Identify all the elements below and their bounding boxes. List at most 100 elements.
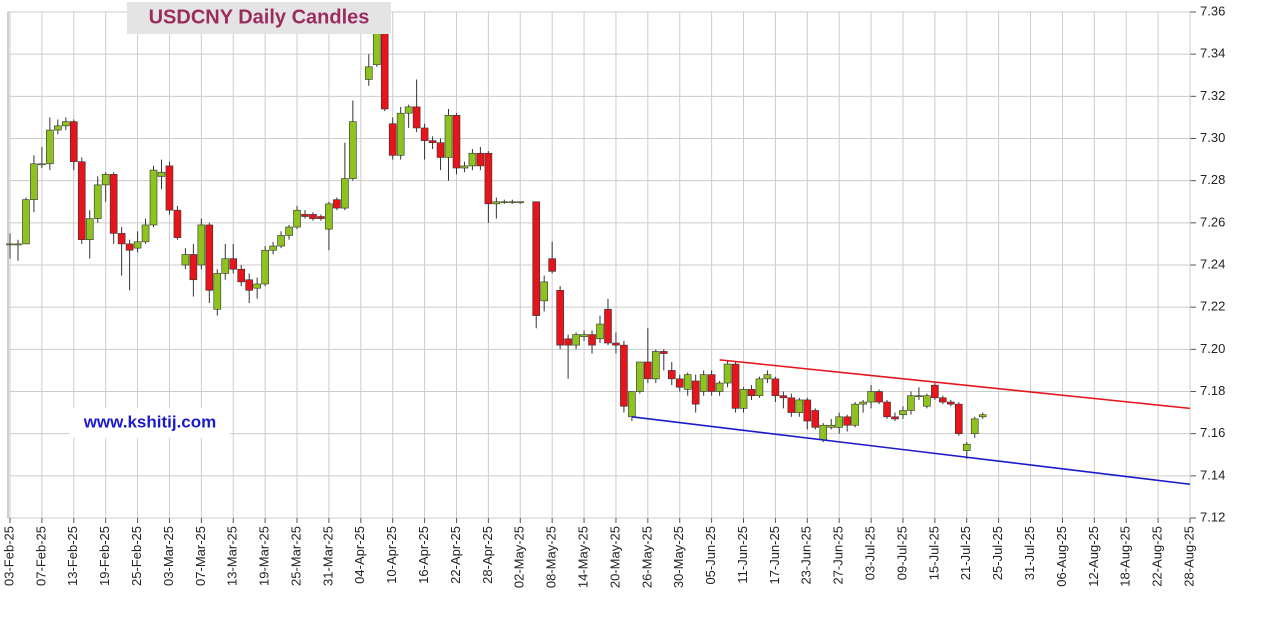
- x-tick-label: 31-Jul-25: [1022, 526, 1037, 580]
- y-tick-label: 7.34: [1200, 46, 1225, 61]
- candle-body: [667, 370, 676, 380]
- candle-body: [189, 254, 198, 281]
- candle-body: [556, 289, 564, 346]
- y-tick-label: 7.12: [1200, 509, 1225, 524]
- candle-body: [436, 142, 445, 158]
- candle-body: [907, 395, 915, 411]
- candle-body: [564, 338, 572, 346]
- x-tick-label: 27-Jun-25: [831, 526, 846, 585]
- candle-body: [149, 169, 158, 226]
- candle-body: [939, 397, 947, 403]
- candle-body: [364, 66, 373, 80]
- candle-body: [269, 245, 277, 251]
- x-tick-label: 17-Jun-25: [767, 526, 782, 585]
- x-tick-label: 14-May-25: [575, 526, 590, 588]
- x-tick-label: 25-Feb-25: [129, 526, 144, 586]
- candle-body: [970, 418, 979, 434]
- chart-title: USDCNY Daily Candles: [149, 6, 370, 28]
- x-tick-label: 07-Mar-25: [193, 526, 208, 586]
- candle-body: [197, 224, 206, 266]
- candle-body: [500, 201, 509, 204]
- candle-body: [851, 403, 859, 426]
- candle-body: [237, 268, 246, 283]
- candle-body: [492, 201, 501, 205]
- candle-body: [341, 178, 349, 209]
- y-tick-label: 7.28: [1200, 172, 1225, 187]
- x-tick-label: 22-Aug-25: [1150, 526, 1165, 587]
- candle-body: [819, 424, 828, 441]
- candle-body: [644, 361, 652, 380]
- candle-body: [157, 171, 166, 177]
- candle-body: [420, 127, 429, 141]
- candle-body: [46, 129, 54, 165]
- candle-body: [628, 391, 636, 418]
- candle-body: [779, 395, 788, 399]
- candle-body: [22, 199, 30, 245]
- candle-body: [141, 224, 150, 243]
- candle-body: [683, 374, 692, 390]
- candle-body: [181, 254, 190, 266]
- candle-body: [125, 243, 134, 251]
- candle-body: [293, 209, 301, 228]
- x-tick-label: 05-Jun-25: [703, 526, 718, 585]
- candle-body: [731, 363, 740, 409]
- x-tick-label: 04-Apr-25: [352, 526, 367, 584]
- candle-body: [604, 308, 612, 344]
- x-tick-label: 03-Jul-25: [863, 526, 878, 580]
- candle-body: [213, 273, 222, 310]
- candle-body: [620, 344, 628, 407]
- x-tick-label: 07-Feb-25: [33, 526, 48, 586]
- candle-body: [277, 235, 285, 247]
- watermark-box: [70, 408, 230, 438]
- candle-body: [891, 416, 899, 420]
- candle-body: [827, 424, 836, 428]
- x-tick-label: 26-May-25: [639, 526, 654, 588]
- candle-body: [404, 106, 413, 114]
- candle-body: [835, 416, 843, 428]
- candle-body: [803, 399, 812, 422]
- candle-body: [883, 401, 891, 418]
- candle-body: [915, 395, 923, 398]
- x-tick-label: 18-Aug-25: [1118, 526, 1133, 587]
- candle-body: [954, 403, 963, 434]
- candle-body: [747, 389, 756, 397]
- candle-body: [867, 391, 875, 403]
- candle-body: [412, 106, 421, 129]
- candle-body: [245, 279, 253, 291]
- candle-body: [699, 374, 708, 392]
- candle-body: [468, 152, 477, 167]
- x-tick-label: 25-Jul-25: [990, 526, 1005, 580]
- candle-body: [715, 382, 724, 392]
- candle-body: [484, 152, 493, 205]
- x-tick-label: 31-Mar-25: [320, 526, 335, 586]
- x-tick-label: 28-Apr-25: [480, 526, 495, 584]
- candle-body: [62, 121, 70, 127]
- y-tick-label: 7.30: [1200, 130, 1225, 145]
- candle-body: [572, 334, 580, 346]
- y-tick-label: 7.18: [1200, 383, 1225, 398]
- candle-body: [93, 184, 102, 219]
- candle-body: [962, 443, 971, 451]
- candle-body: [476, 152, 485, 167]
- x-tick-label: 28-Aug-25: [1181, 526, 1196, 587]
- candle-body: [548, 258, 556, 272]
- candle-body: [77, 161, 86, 240]
- y-tick-label: 7.26: [1200, 214, 1225, 229]
- x-tick-label: 22-Apr-25: [448, 526, 463, 584]
- candle-body: [229, 258, 238, 270]
- x-tick-label: 09-Jul-25: [894, 526, 909, 580]
- x-tick-label: 13-Feb-25: [65, 526, 80, 586]
- candle-body: [253, 283, 261, 289]
- candle-body: [380, 32, 389, 110]
- candle-body: [38, 163, 46, 166]
- x-tick-label: 19-Mar-25: [257, 526, 272, 586]
- y-tick-label: 7.32: [1200, 88, 1225, 103]
- candle-body: [285, 226, 293, 236]
- candle-body: [428, 140, 437, 144]
- candle-body: [596, 323, 604, 340]
- candle-body: [85, 218, 94, 241]
- candle-body: [787, 397, 796, 413]
- x-tick-label: 13-Mar-25: [225, 526, 240, 586]
